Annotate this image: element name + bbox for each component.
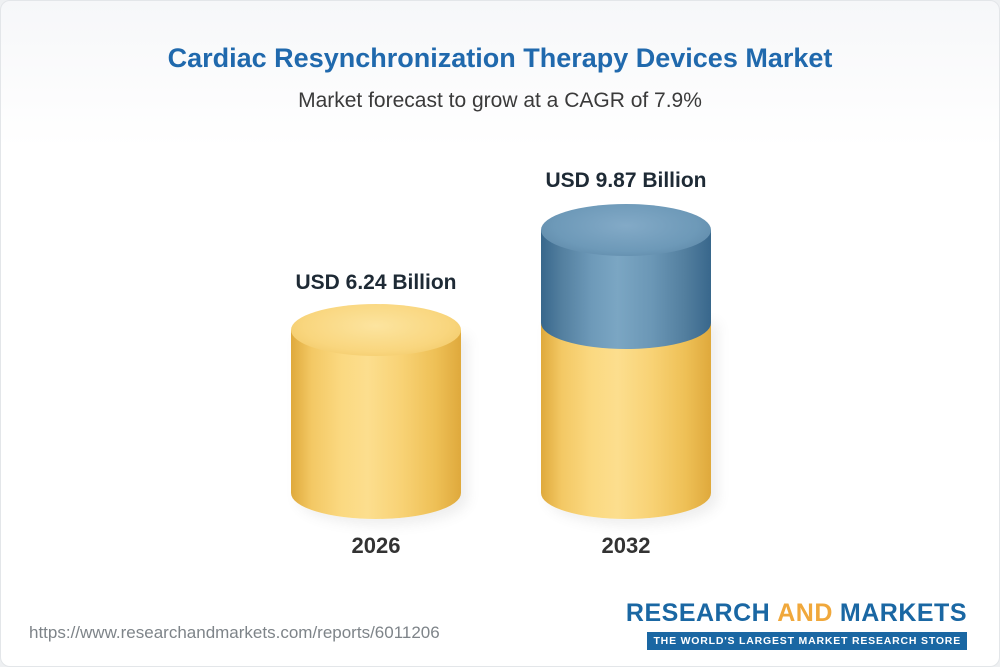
logo-word-research: RESEARCH [625, 599, 771, 627]
logo-word-and: AND [777, 599, 833, 627]
axis-label-2026: 2026 [351, 533, 401, 558]
research-and-markets-logo: RESEARCH AND MARKETS THE WORLD'S LARGEST M… [626, 599, 967, 650]
bar-2032-base-segment [541, 317, 711, 519]
logo-wordmark: RESEARCH AND MARKETS [626, 599, 967, 628]
bar-2026-cylinder-body [291, 330, 461, 519]
axis-label-2032: 2032 [601, 533, 651, 558]
chart-title: Cardiac Resynchronization Therapy Device… [167, 43, 833, 73]
logo-tagline: THE WORLD'S LARGEST MARKET RESEARCH STOR… [647, 632, 967, 650]
value-label-2032: USD 9.87 Billion [545, 169, 707, 192]
logo-word-markets: MARKETS [839, 599, 967, 627]
bar-2032-cylinder-top-face [541, 204, 711, 256]
report-url: https://www.researchandmarkets.com/repor… [29, 623, 440, 642]
bar-2026-cylinder-top-face [291, 304, 461, 356]
chart-subtitle: Market forecast to grow at a CAGR of 7.9… [298, 89, 702, 112]
value-label-2026: USD 6.24 Billion [295, 271, 457, 294]
